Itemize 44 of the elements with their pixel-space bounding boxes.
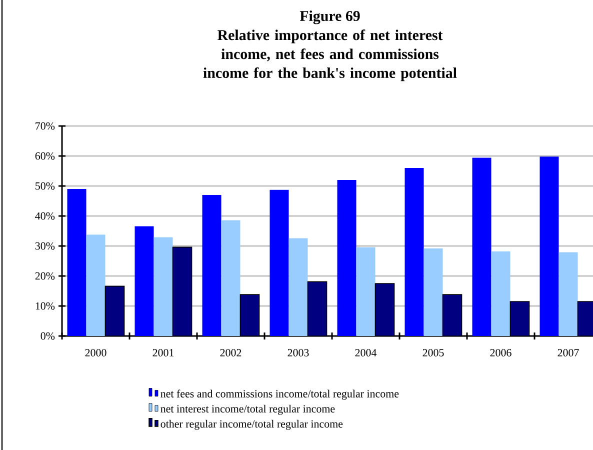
x-tick-label: 2006	[490, 349, 512, 356]
bar	[240, 294, 260, 336]
y-tick-label: 30%	[35, 242, 55, 250]
bar	[288, 238, 308, 336]
x-tick-label: 2004	[355, 349, 377, 356]
bar	[374, 283, 395, 336]
bar	[270, 190, 289, 336]
bar	[67, 188, 86, 336]
bar	[134, 226, 154, 336]
x-tick-label: 2002	[220, 349, 242, 356]
bar	[510, 301, 530, 336]
y-tick-label: 70%	[36, 122, 55, 130]
y-tick-label: 60%	[35, 152, 55, 160]
legend-label: other regular income/total regular income	[160, 420, 343, 430]
bar	[472, 158, 492, 336]
bar	[491, 251, 510, 336]
y-tick-label: 40%	[35, 212, 55, 220]
y-tick-label: 50%	[36, 182, 55, 190]
y-tick-label: 20%	[35, 272, 55, 280]
y-tick-label: 0%	[40, 332, 55, 340]
legend-label: net fees and commissions income/total regular income	[160, 390, 399, 400]
x-tick-label: 2007	[558, 349, 579, 356]
bar	[337, 180, 356, 336]
bar	[307, 281, 328, 336]
bar	[404, 168, 424, 336]
bar	[154, 237, 173, 336]
bar	[356, 247, 376, 336]
bar	[172, 246, 192, 336]
chart-subtitle: Relative importance of net interest income, net fees and commissions income for the bank's income potential	[203, 30, 457, 82]
y-tick-label: 10%	[36, 302, 55, 310]
bar	[442, 294, 462, 336]
legend-label: net interest income/total regular income	[160, 404, 335, 415]
bar	[202, 194, 222, 336]
x-tick-label: 2001	[152, 349, 174, 356]
chart-title: Figure 69	[300, 10, 360, 24]
x-tick-label: 2003	[288, 349, 309, 356]
bar	[424, 248, 443, 336]
bar	[104, 286, 125, 336]
bar	[221, 220, 240, 336]
x-tick-label: 2000	[85, 349, 106, 356]
bar	[540, 156, 559, 336]
x-tick-label: 2005	[422, 349, 444, 356]
bar	[86, 234, 106, 336]
bar	[558, 252, 578, 336]
